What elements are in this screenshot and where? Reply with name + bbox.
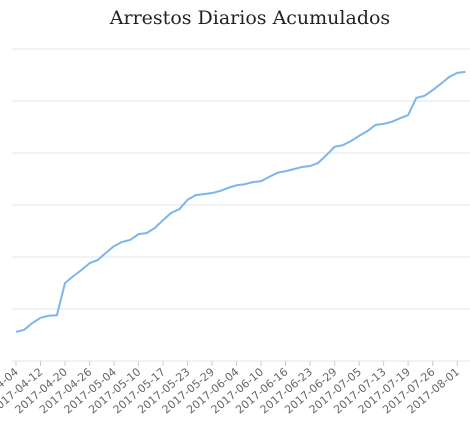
data-line: [15, 70, 466, 333]
chart-title: Arrestos Diarios Acumulados: [109, 7, 390, 29]
